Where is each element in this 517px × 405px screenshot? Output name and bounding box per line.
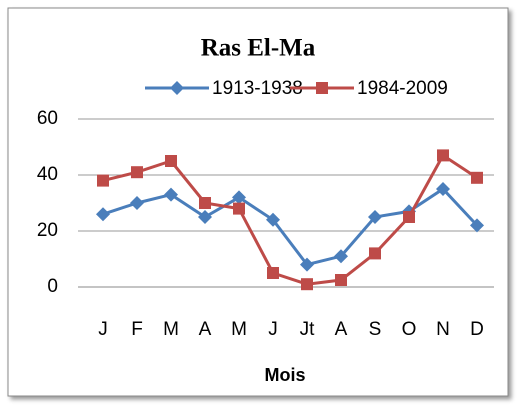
data-point: [97, 174, 109, 187]
y-tick-label: 40: [37, 164, 58, 185]
y-tick-label: 20: [37, 220, 58, 241]
data-point: [233, 202, 245, 215]
x-tick-label: F: [131, 319, 143, 340]
data-point: [266, 212, 280, 227]
x-tick-label: J: [98, 319, 108, 340]
x-tick-label: J: [268, 319, 278, 340]
x-tick-label: A: [199, 319, 212, 340]
data-point: [335, 274, 347, 286]
data-point: [199, 197, 211, 209]
data-point: [232, 190, 246, 205]
legend-marker: [316, 82, 328, 94]
data-point: [301, 278, 313, 291]
legend-label: 1984-2009: [357, 78, 448, 99]
data-point: [96, 207, 110, 222]
x-tick-label: A: [335, 319, 348, 340]
x-tick-label: S: [369, 319, 382, 340]
data-point: [471, 171, 483, 184]
data-point: [368, 210, 382, 224]
data-point: [130, 196, 144, 210]
data-point: [403, 211, 415, 223]
chart-frame: [7, 7, 509, 397]
data-point: [131, 166, 143, 179]
chart-title: Ras El-Ma: [201, 35, 316, 62]
x-tick-label: M: [231, 319, 247, 340]
x-tick-label: M: [163, 319, 179, 340]
legend-label: 1913-1938: [212, 78, 303, 99]
data-point: [267, 267, 279, 279]
x-tick-label: Jt: [300, 319, 316, 340]
data-point: [437, 149, 449, 162]
x-axis-label: Mois: [264, 365, 305, 385]
data-point: [300, 257, 314, 272]
data-point: [436, 182, 450, 196]
data-point: [369, 247, 381, 260]
legend-marker: [170, 81, 184, 95]
data-point: [334, 249, 348, 264]
x-tick-label: D: [470, 319, 484, 340]
data-point: [470, 218, 484, 233]
x-tick-label: O: [402, 319, 417, 340]
data-point: [198, 210, 212, 224]
data-point: [164, 187, 178, 202]
y-tick-label: 0: [47, 276, 58, 297]
y-tick-label: 60: [37, 108, 58, 129]
data-point: [165, 155, 177, 167]
x-tick-label: N: [436, 319, 450, 340]
